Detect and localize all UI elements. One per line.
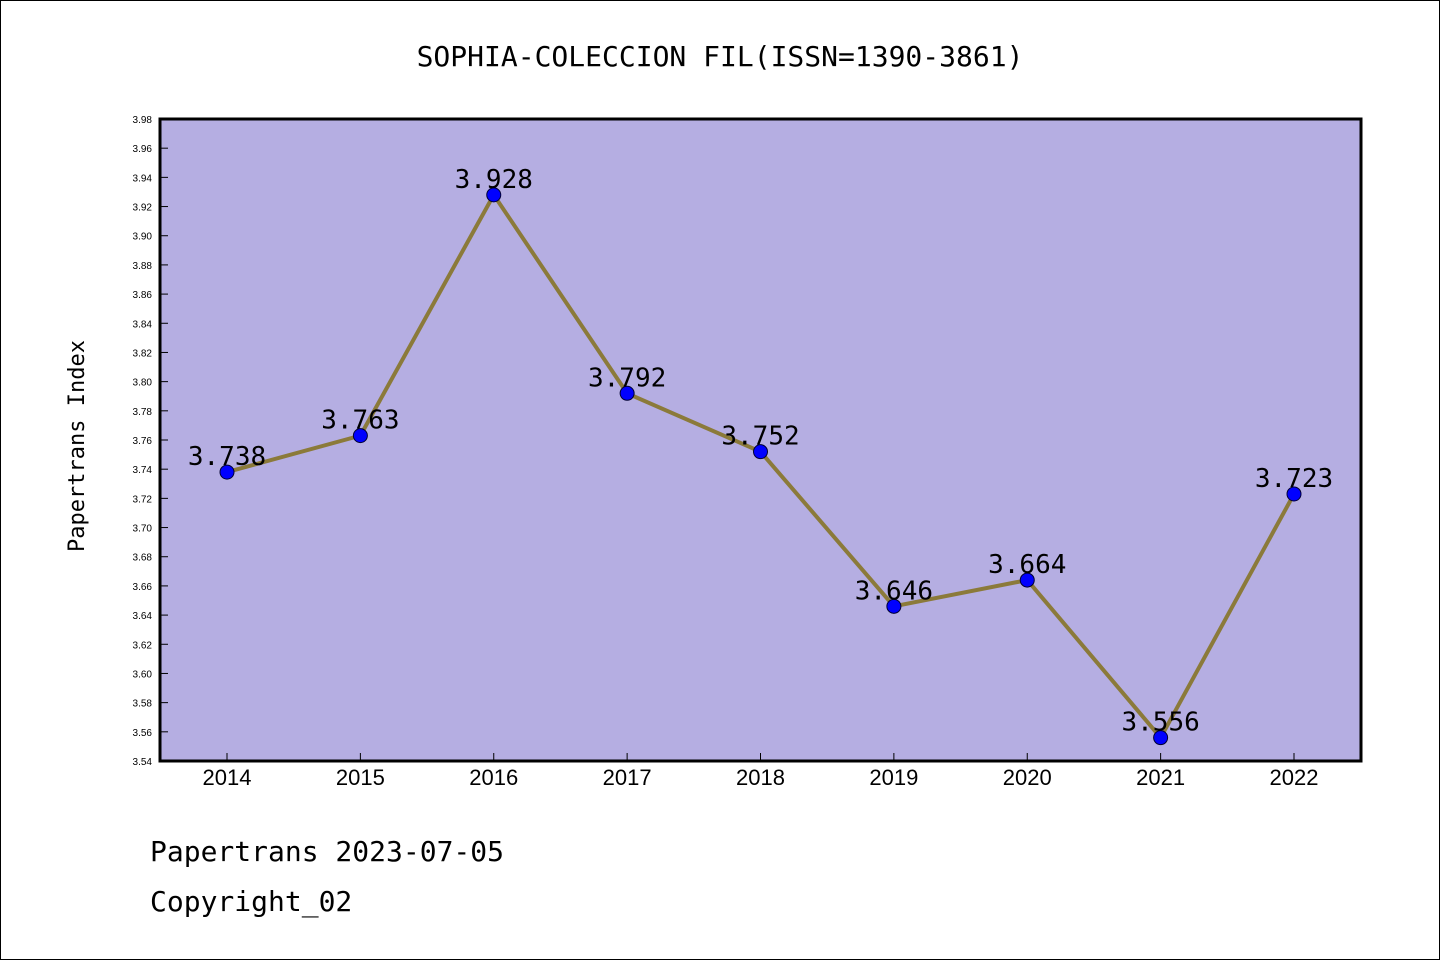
x-tick-label: 2017: [603, 765, 652, 790]
y-tick-label: 3.66: [133, 582, 153, 593]
data-label: 3.723: [1255, 464, 1333, 494]
y-tick-label: 3.68: [133, 553, 153, 564]
y-tick-label: 3.54: [133, 757, 153, 768]
y-tick-label: 3.56: [133, 728, 153, 739]
y-tick-label: 3.74: [133, 465, 153, 476]
x-tick-label: 2018: [736, 765, 785, 790]
y-tick-label: 3.76: [133, 436, 153, 447]
x-tick-label: 2021: [1136, 765, 1185, 790]
y-tick-label: 3.90: [133, 232, 153, 243]
x-tick-label: 2014: [203, 765, 252, 790]
y-tick-label: 3.94: [133, 173, 153, 184]
data-point: [486, 187, 502, 203]
x-axis-ticks: 2014 2015 2016 2017 2018 2019 2020 2021 2022: [203, 753, 1319, 790]
series-layer: [219, 187, 1302, 746]
x-tick-label: 2019: [869, 765, 918, 790]
y-tick-label: 3.78: [133, 407, 153, 418]
data-label: 3.556: [1121, 708, 1199, 738]
data-label: 3.928: [455, 165, 533, 195]
y-tick-label: 3.98: [133, 115, 153, 126]
y-tick-label: 3.82: [133, 348, 153, 359]
y-tick-label: 3.72: [133, 494, 153, 505]
data-point: [886, 598, 902, 614]
y-tick-label: 3.58: [133, 699, 153, 710]
y-axis-label: Papertrans Index: [65, 340, 90, 552]
x-tick-label: 2016: [469, 765, 518, 790]
y-tick-label: 3.70: [133, 524, 153, 535]
y-axis-ticks: 3.54 3.56 3.58 3.60 3.62 3.64 3.66 3.68 3.70 3.72…: [133, 115, 168, 768]
y-tick-label: 3.92: [133, 203, 153, 214]
footer-copyright: Copyright_02: [150, 885, 353, 918]
y-tick-label: 3.62: [133, 640, 153, 651]
footer-date: Papertrans 2023-07-05: [150, 835, 505, 868]
y-tick-label: 3.60: [133, 669, 153, 680]
data-label: 3.664: [988, 550, 1066, 580]
data-label: 3.738: [188, 442, 266, 472]
data-labels: 3.738 3.763 3.928 3.792 3.752 3.646 3.664 3.556…: [188, 165, 1333, 738]
data-label: 3.792: [588, 363, 666, 393]
data-point: [1019, 572, 1035, 588]
y-tick-label: 3.86: [133, 290, 153, 301]
y-tick-label: 3.64: [133, 611, 153, 622]
y-tick-label: 3.80: [133, 378, 153, 389]
data-label: 3.646: [855, 576, 933, 606]
data-point: [352, 428, 368, 444]
x-tick-label: 2015: [336, 765, 385, 790]
data-label: 3.763: [321, 406, 399, 436]
data-label: 3.752: [721, 422, 799, 452]
data-point: [753, 444, 768, 460]
data-point: [619, 385, 635, 401]
data-point: [1286, 486, 1302, 502]
data-point: [1153, 730, 1169, 746]
data-point: [219, 464, 235, 480]
y-tick-label: 3.84: [133, 319, 153, 330]
y-tick-label: 3.88: [133, 261, 153, 272]
y-tick-label: 3.96: [133, 144, 153, 155]
chart-title: SOPHIA-COLECCION FIL(ISSN=1390-3861): [417, 40, 1024, 73]
x-tick-label: 2022: [1270, 765, 1319, 790]
x-tick-label: 2020: [1003, 765, 1052, 790]
